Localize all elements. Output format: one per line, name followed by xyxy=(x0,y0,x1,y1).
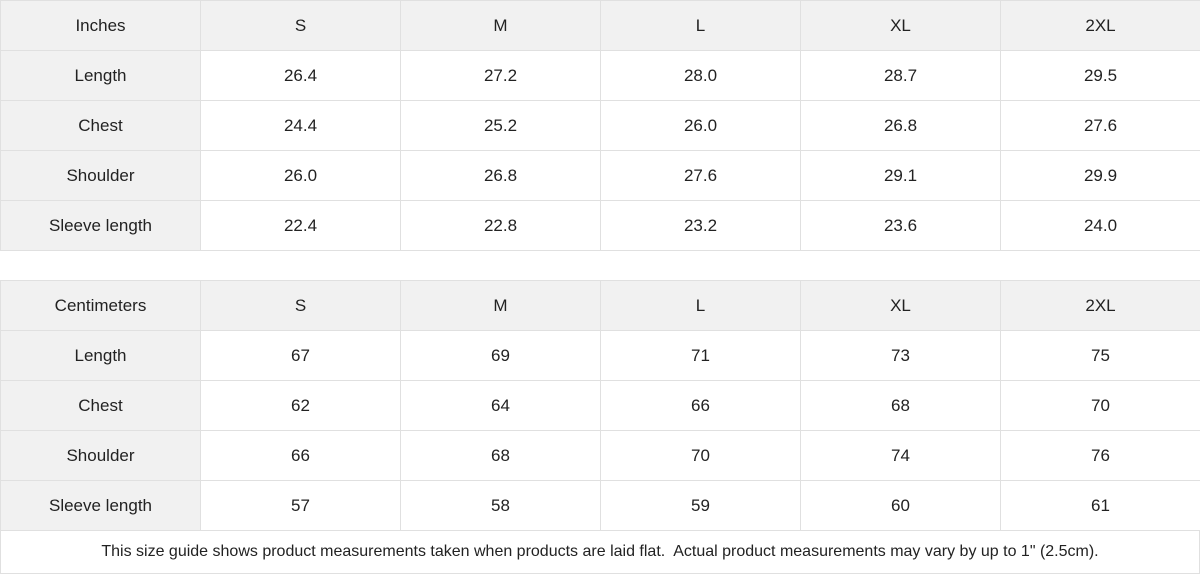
measurement-cell: 26.0 xyxy=(601,101,801,151)
table-row: Sleeve length 57 58 59 60 61 xyxy=(1,481,1200,531)
measurement-cell: 70 xyxy=(1001,381,1200,431)
table-row: Length 26.4 27.2 28.0 28.7 29.5 xyxy=(1,51,1200,101)
row-label: Shoulder xyxy=(1,431,201,481)
measurement-cell: 68 xyxy=(801,381,1001,431)
measurement-cell: 24.4 xyxy=(201,101,401,151)
size-column-header-l: L xyxy=(601,1,801,51)
measurement-cell: 26.8 xyxy=(401,151,601,201)
row-label: Shoulder xyxy=(1,151,201,201)
size-column-header-2xl: 2XL xyxy=(1001,1,1200,51)
size-guide-disclaimer: This size guide shows product measuremen… xyxy=(0,530,1200,574)
row-label: Sleeve length xyxy=(1,481,201,531)
row-label: Chest xyxy=(1,101,201,151)
measurement-cell: 75 xyxy=(1001,331,1200,381)
table-gap xyxy=(0,251,1200,280)
measurement-cell: 24.0 xyxy=(1001,201,1200,251)
measurement-cell: 28.0 xyxy=(601,51,801,101)
measurement-cell: 23.6 xyxy=(801,201,1001,251)
measurement-cell: 71 xyxy=(601,331,801,381)
measurement-cell: 22.4 xyxy=(201,201,401,251)
measurement-cell: 25.2 xyxy=(401,101,601,151)
row-label: Sleeve length xyxy=(1,201,201,251)
measurement-cell: 68 xyxy=(401,431,601,481)
measurement-cell: 28.7 xyxy=(801,51,1001,101)
measurement-cell: 64 xyxy=(401,381,601,431)
measurement-cell: 74 xyxy=(801,431,1001,481)
measurement-cell: 67 xyxy=(201,331,401,381)
measurement-cell: 29.9 xyxy=(1001,151,1200,201)
size-column-header-m: M xyxy=(401,1,601,51)
size-column-header-m: M xyxy=(401,281,601,331)
measurement-cell: 29.1 xyxy=(801,151,1001,201)
measurement-cell: 69 xyxy=(401,331,601,381)
measurement-cell: 62 xyxy=(201,381,401,431)
size-column-header-xl: XL xyxy=(801,281,1001,331)
measurement-cell: 27.6 xyxy=(601,151,801,201)
row-label: Length xyxy=(1,331,201,381)
measurement-cell: 73 xyxy=(801,331,1001,381)
table-row: Chest 62 64 66 68 70 xyxy=(1,381,1200,431)
measurement-cell: 66 xyxy=(601,381,801,431)
size-column-header-s: S xyxy=(201,281,401,331)
measurement-cell: 26.4 xyxy=(201,51,401,101)
measurement-cell: 61 xyxy=(1001,481,1200,531)
size-column-header-xl: XL xyxy=(801,1,1001,51)
measurement-cell: 58 xyxy=(401,481,601,531)
inches-size-table: Inches S M L XL 2XL Length 26.4 27.2 28.… xyxy=(0,0,1200,251)
table-row: Shoulder 66 68 70 74 76 xyxy=(1,431,1200,481)
measurement-cell: 26.8 xyxy=(801,101,1001,151)
measurement-cell: 27.2 xyxy=(401,51,601,101)
size-column-header-s: S xyxy=(201,1,401,51)
size-column-header-2xl: 2XL xyxy=(1001,281,1200,331)
measurement-cell: 57 xyxy=(201,481,401,531)
table-row: Shoulder 26.0 26.8 27.6 29.1 29.9 xyxy=(1,151,1200,201)
measurement-cell: 70 xyxy=(601,431,801,481)
measurement-cell: 26.0 xyxy=(201,151,401,201)
measurement-cell: 59 xyxy=(601,481,801,531)
measurement-cell: 29.5 xyxy=(1001,51,1200,101)
measurement-cell: 66 xyxy=(201,431,401,481)
table-row: Chest 24.4 25.2 26.0 26.8 27.6 xyxy=(1,101,1200,151)
measurement-cell: 27.6 xyxy=(1001,101,1200,151)
table-header-row: Inches S M L XL 2XL xyxy=(1,1,1200,51)
table-row: Length 67 69 71 73 75 xyxy=(1,331,1200,381)
table-header-row: Centimeters S M L XL 2XL xyxy=(1,281,1200,331)
measurement-cell: 60 xyxy=(801,481,1001,531)
measurement-cell: 22.8 xyxy=(401,201,601,251)
row-label: Length xyxy=(1,51,201,101)
measurement-cell: 23.2 xyxy=(601,201,801,251)
unit-header-centimeters: Centimeters xyxy=(1,281,201,331)
size-column-header-l: L xyxy=(601,281,801,331)
unit-header-inches: Inches xyxy=(1,1,201,51)
table-row: Sleeve length 22.4 22.8 23.2 23.6 24.0 xyxy=(1,201,1200,251)
measurement-cell: 76 xyxy=(1001,431,1200,481)
row-label: Chest xyxy=(1,381,201,431)
centimeters-size-table: Centimeters S M L XL 2XL Length 67 69 71… xyxy=(0,280,1200,531)
